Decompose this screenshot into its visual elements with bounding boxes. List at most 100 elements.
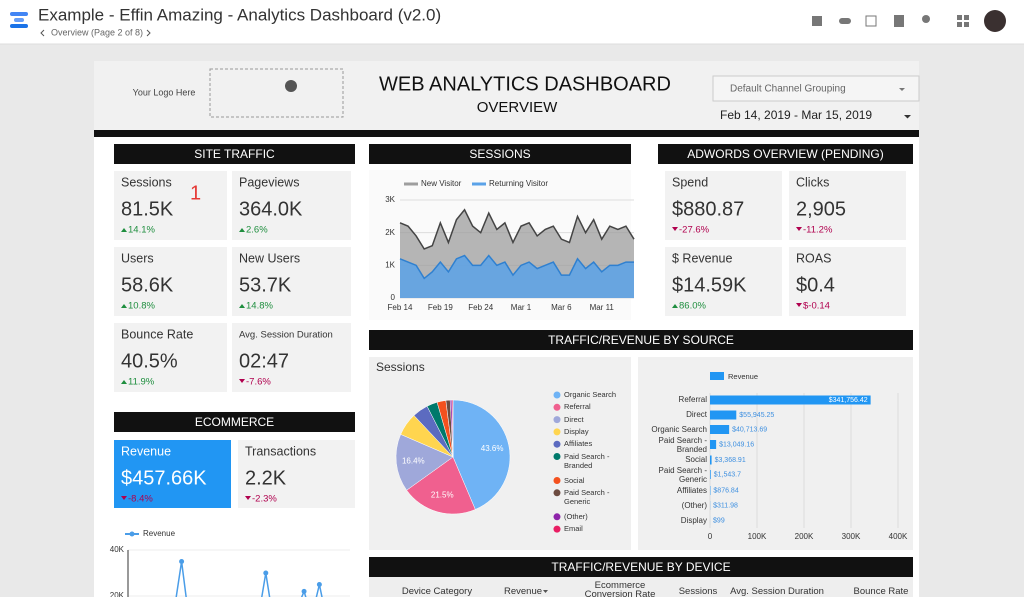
avatar[interactable] [984, 10, 1006, 32]
scorecard-label: New Users [239, 251, 300, 265]
date-range[interactable]: Feb 14, 2019 - Mar 15, 2019 [720, 108, 872, 122]
scorecard-label: Avg. Session Duration [239, 330, 333, 341]
bar-value-label: $55,945.25 [739, 412, 774, 419]
y-tick-label: Affiliates [676, 485, 707, 495]
legend-dot [553, 403, 561, 411]
top-bar [0, 0, 1024, 44]
scorecard [665, 171, 782, 240]
bar [710, 455, 712, 465]
channel-select[interactable] [712, 75, 920, 102]
y-tick-label: (Other) [681, 500, 707, 510]
legend-label: Paid Search - Branded [564, 451, 610, 470]
trend-arrow [239, 304, 245, 308]
scorecard-delta: -2.3% [252, 494, 277, 505]
scorecard [232, 247, 351, 316]
scorecard-value: $0.4 [796, 274, 835, 296]
scorecard-delta: 10.8% [128, 301, 155, 312]
legend-dot [553, 416, 561, 424]
x-tick-label: 300K [842, 532, 861, 541]
y-tick-label: 1K [385, 260, 395, 269]
column-header[interactable]: Device Category [401, 586, 473, 597]
bar-value-label: $1,543.7 [714, 471, 741, 478]
legend-dot [129, 531, 135, 537]
header-rule [94, 130, 919, 137]
y-tick-label: Paid Search - Generic [658, 465, 707, 484]
column-header[interactable]: Revenue [503, 586, 543, 597]
legend-dot [553, 440, 561, 448]
scorecard-label: Transactions [245, 444, 316, 458]
scorecard-value: $457.66K [121, 467, 207, 489]
section-bar [369, 330, 913, 350]
prev-page[interactable] [40, 29, 45, 37]
trend-arrow [245, 496, 251, 500]
trend-arrow [121, 380, 127, 384]
y-tick-label: 0 [391, 293, 396, 302]
pie-slice [452, 399, 511, 510]
sort-caret [543, 590, 548, 593]
scorecard-delta: -27.6% [679, 225, 710, 236]
logo-placeholder [209, 68, 344, 118]
legend-label: Returning Visitor [489, 179, 548, 188]
bar [710, 410, 737, 420]
scorecard [789, 171, 906, 240]
trend-arrow [121, 496, 127, 500]
column-header[interactable]: Sessions [678, 586, 718, 597]
trend-arrow [672, 227, 678, 231]
scorecard-label: Revenue [121, 444, 171, 458]
slice-label: 21.5% [431, 491, 454, 500]
x-tick-label: Mar 1 [511, 303, 532, 312]
legend-dot [553, 525, 561, 533]
pie-slice [451, 399, 454, 458]
scorecard-value: 02:47 [239, 350, 289, 372]
legend-label: Social [564, 475, 585, 485]
scorecard [665, 247, 782, 316]
scorecard-label: Sessions [121, 175, 172, 189]
column-header[interactable]: Bounce Rate [853, 586, 909, 597]
table-header [369, 577, 913, 597]
y-tick-label: 20K [110, 591, 125, 597]
x-tick-label: 200K [795, 532, 814, 541]
next-page[interactable] [146, 29, 151, 37]
scorecard [789, 247, 906, 316]
point [179, 559, 185, 564]
bar-value-label: $40,713.69 [732, 426, 767, 433]
scorecard [232, 323, 351, 392]
bar-value-label: $876.84 [713, 487, 738, 494]
scorecard-label: Pageviews [239, 175, 299, 189]
bar-value-label: $13,049.16 [719, 441, 754, 448]
section-bar [369, 557, 913, 577]
legend-label: Organic Search [564, 390, 617, 399]
section-title: TRAFFIC/REVENUE BY DEVICE [551, 560, 730, 574]
trend-arrow [239, 228, 245, 232]
area-line [399, 208, 635, 250]
bar [710, 395, 871, 405]
column-header[interactable]: Avg. Session Duration [730, 586, 824, 597]
annotation: 1 [190, 182, 201, 204]
scorecard-value: $14.59K [672, 274, 747, 296]
y-tick-label: 2K [385, 228, 395, 237]
section-title: SESSIONS [469, 147, 530, 161]
section-bar [114, 412, 355, 432]
scorecard-label: Users [121, 251, 154, 265]
legend-label: Direct [564, 414, 584, 424]
bar-value-label: $341,756.42 [829, 397, 868, 404]
breadcrumb: Overview (Page 2 of 8) [51, 27, 143, 37]
scorecard-value: 364.0K [239, 198, 303, 220]
toolbar-icons[interactable] [812, 15, 969, 27]
channel-select-text[interactable]: Default Channel Grouping [730, 84, 846, 95]
scorecard-label: ROAS [796, 251, 831, 265]
report-subtitle: OVERVIEW [477, 99, 558, 116]
scorecard-delta: 11.9% [128, 377, 155, 388]
area-line [399, 254, 634, 280]
point [301, 588, 307, 594]
trend-arrow [121, 304, 127, 308]
section-bar [114, 144, 355, 164]
y-tick-label: Direct [686, 410, 707, 419]
y-tick-label: Organic Search [651, 424, 707, 434]
legend-label: Email [564, 524, 583, 534]
bar-value-label: $3,368.91 [715, 457, 746, 464]
legend-dot [553, 477, 561, 484]
column-header[interactable]: Ecommerce Conversion Rate [584, 580, 656, 597]
scorecard-value: 81.5K [121, 198, 174, 220]
